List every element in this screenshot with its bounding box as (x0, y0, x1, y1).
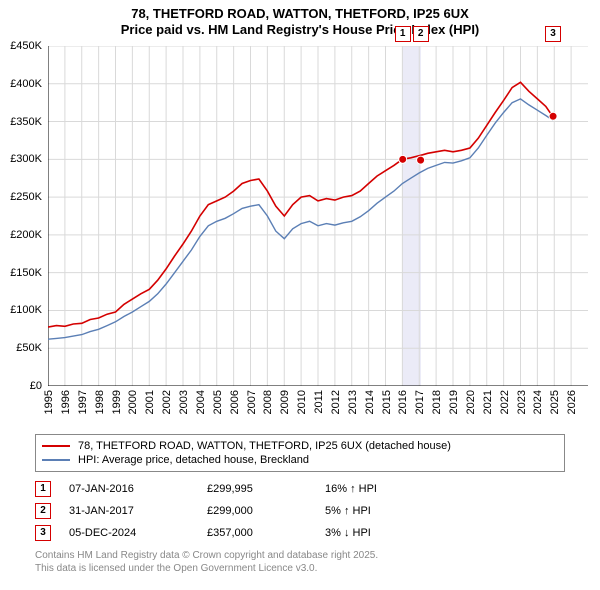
event-row: 1 07-JAN-2016 £299,995 16% ↑ HPI (35, 478, 565, 500)
x-tick-label: 2016 (397, 390, 409, 414)
event-date: 05-DEC-2024 (69, 527, 189, 539)
x-tick-label: 2017 (414, 390, 426, 414)
x-tick-label: 1999 (111, 390, 123, 414)
legend-label-1: 78, THETFORD ROAD, WATTON, THETFORD, IP2… (78, 440, 451, 452)
x-tick-label: 2010 (296, 390, 308, 414)
event-marker: 3 (35, 525, 51, 541)
footnote-line2: This data is licensed under the Open Gov… (35, 563, 317, 574)
chart-title: 78, THETFORD ROAD, WATTON, THETFORD, IP2… (0, 0, 600, 39)
x-tick-label: 2020 (465, 390, 477, 414)
y-tick-label: £250K (10, 191, 42, 203)
x-tick-label: 2014 (364, 390, 376, 414)
x-tick-label: 2013 (347, 390, 359, 414)
legend-label-2: HPI: Average price, detached house, Brec… (78, 454, 309, 466)
x-tick-label: 1996 (60, 390, 72, 414)
sale-marker: 3 (545, 26, 561, 42)
legend: 78, THETFORD ROAD, WATTON, THETFORD, IP2… (35, 434, 565, 472)
x-tick-label: 2007 (246, 390, 258, 414)
x-tick-label: 2006 (229, 390, 241, 414)
chart-container: 78, THETFORD ROAD, WATTON, THETFORD, IP2… (0, 0, 600, 590)
sale-marker: 2 (413, 26, 429, 42)
y-tick-label: £400K (10, 78, 42, 90)
x-tick-label: 1995 (43, 390, 55, 414)
x-tick-label: 2025 (549, 390, 561, 414)
event-delta: 16% ↑ HPI (325, 483, 565, 495)
x-tick-label: 2019 (448, 390, 460, 414)
footnote-line1: Contains HM Land Registry data © Crown c… (35, 550, 378, 561)
x-tick-label: 2026 (566, 390, 578, 414)
x-tick-label: 2021 (482, 390, 494, 414)
y-tick-label: £300K (10, 153, 42, 165)
y-tick-label: £150K (10, 267, 42, 279)
event-price: £357,000 (207, 527, 307, 539)
sale-marker: 1 (395, 26, 411, 42)
x-tick-label: 2012 (330, 390, 342, 414)
x-tick-label: 2004 (195, 390, 207, 414)
event-delta: 5% ↑ HPI (325, 505, 565, 517)
x-tick-label: 2018 (431, 390, 443, 414)
x-tick-label: 2002 (161, 390, 173, 414)
x-tick-label: 2000 (127, 390, 139, 414)
legend-swatch-1 (42, 445, 70, 447)
x-tick-label: 2003 (178, 390, 190, 414)
event-price: £299,995 (207, 483, 307, 495)
legend-row-2: HPI: Average price, detached house, Brec… (42, 453, 558, 467)
x-tick-label: 2001 (144, 390, 156, 414)
x-tick-label: 1997 (77, 390, 89, 414)
y-tick-label: £100K (10, 304, 42, 316)
y-tick-label: £0 (30, 380, 42, 392)
chart-area: £0£50K£100K£150K£200K£250K£300K£350K£400… (48, 46, 588, 386)
x-tick-label: 2023 (516, 390, 528, 414)
event-date: 07-JAN-2016 (69, 483, 189, 495)
y-tick-label: £350K (10, 116, 42, 128)
event-price: £299,000 (207, 505, 307, 517)
x-tick-label: 2022 (499, 390, 511, 414)
event-marker: 1 (35, 481, 51, 497)
event-delta: 3% ↓ HPI (325, 527, 565, 539)
legend-swatch-2 (42, 459, 70, 461)
legend-row-1: 78, THETFORD ROAD, WATTON, THETFORD, IP2… (42, 439, 558, 453)
x-tick-label: 2015 (381, 390, 393, 414)
x-tick-label: 2024 (532, 390, 544, 414)
y-tick-label: £200K (10, 229, 42, 241)
event-marker: 2 (35, 503, 51, 519)
x-tick-label: 1998 (94, 390, 106, 414)
footnote: Contains HM Land Registry data © Crown c… (35, 550, 565, 575)
events-table: 1 07-JAN-2016 £299,995 16% ↑ HPI 2 31-JAN-201… (35, 478, 565, 544)
title-line1: 78, THETFORD ROAD, WATTON, THETFORD, IP2… (131, 6, 469, 21)
event-row: 3 05-DEC-2024 £357,000 3% ↓ HPI (35, 522, 565, 544)
event-date: 31-JAN-2017 (69, 505, 189, 517)
y-tick-label: £50K (16, 342, 42, 354)
event-row: 2 31-JAN-2017 £299,000 5% ↑ HPI (35, 500, 565, 522)
x-tick-label: 2008 (262, 390, 274, 414)
x-tick-label: 2009 (279, 390, 291, 414)
plot-svg (48, 46, 588, 386)
x-tick-label: 2005 (212, 390, 224, 414)
x-tick-label: 2011 (313, 390, 325, 414)
y-tick-label: £450K (10, 40, 42, 52)
